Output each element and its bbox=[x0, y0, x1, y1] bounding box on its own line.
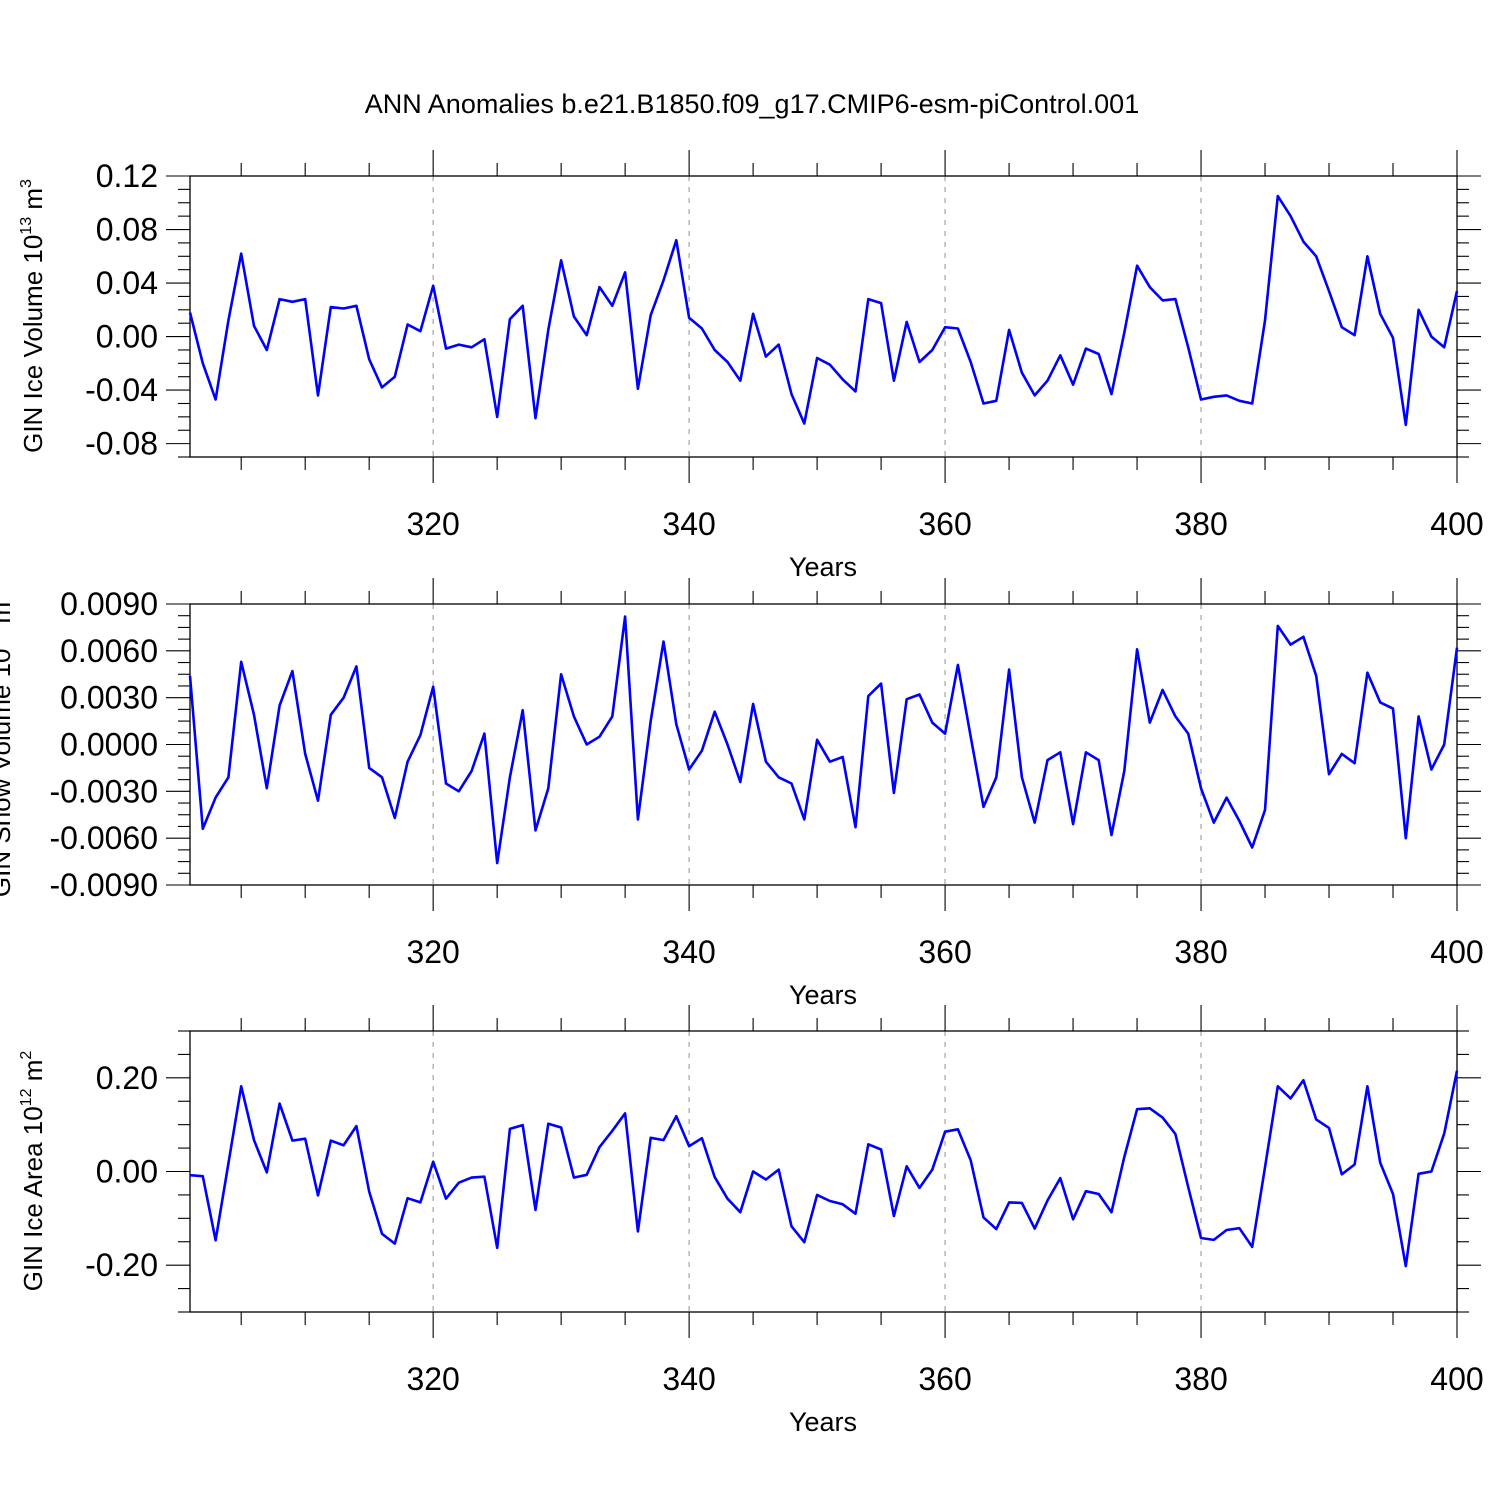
panel-ice-area: GIN Ice Area 1012 m2 Years 320 340 360 380 4… bbox=[18, 1005, 1484, 1437]
y-axis-label: GIN Ice Area 1012 m2 bbox=[18, 1051, 48, 1292]
x-axis-label: Years bbox=[789, 552, 857, 582]
series-line bbox=[188, 194, 1459, 427]
y-tick-label: -0.20 bbox=[85, 1247, 158, 1283]
y-tick-label: 0.00 bbox=[96, 319, 158, 355]
y-axis-label: GIN Ice Volume 1013 m3 bbox=[18, 179, 48, 453]
x-tick-label: 320 bbox=[406, 1361, 459, 1397]
plot-frame bbox=[189, 175, 1458, 458]
x-tick-label: 340 bbox=[662, 934, 715, 970]
y-tick-label: 0.0060 bbox=[60, 633, 158, 669]
y-tick-label: 0.04 bbox=[96, 265, 158, 301]
y-tick-label: 0.12 bbox=[96, 158, 158, 194]
y-tick-label: 0.20 bbox=[96, 1060, 158, 1096]
panel-snow-volume: GIN Snow Volume 1013 m3 Years 320 340 360 3… bbox=[0, 578, 1484, 1010]
y-tick-label: 0.0000 bbox=[60, 727, 158, 763]
x-tick-label: 360 bbox=[918, 934, 971, 970]
x-tick-label: 380 bbox=[1174, 506, 1227, 542]
x-tick-label: 380 bbox=[1174, 934, 1227, 970]
series-line bbox=[189, 1070, 1459, 1268]
y-tick-label: -0.0090 bbox=[49, 867, 158, 903]
x-axis-label: Years bbox=[789, 980, 857, 1010]
x-tick-label: 360 bbox=[918, 1361, 971, 1397]
y-axis-label: GIN Snow Volume 1013 m3 bbox=[0, 593, 16, 897]
y-tick-label: 0.00 bbox=[96, 1154, 158, 1190]
x-tick-label: 400 bbox=[1430, 934, 1483, 970]
x-tick-label: 380 bbox=[1174, 1361, 1227, 1397]
x-tick-label: 400 bbox=[1430, 506, 1483, 542]
y-tick-label: -0.0030 bbox=[49, 773, 158, 809]
figure-title: ANN Anomalies b.e21.B1850.f09_g17.CMIP6-… bbox=[365, 89, 1139, 119]
x-tick-label: 320 bbox=[406, 934, 459, 970]
plot-frame bbox=[189, 603, 1458, 886]
y-tick-label: 0.0030 bbox=[60, 680, 158, 716]
panel-ice-volume: GIN Ice Volume 1013 m3 Years 320 340 360 38… bbox=[18, 150, 1484, 582]
x-tick-label: 320 bbox=[406, 506, 459, 542]
x-axis-label: Years bbox=[789, 1407, 857, 1437]
y-tick-label: 0.0090 bbox=[60, 586, 158, 622]
y-tick-label: 0.08 bbox=[96, 212, 158, 248]
x-tick-label: 340 bbox=[662, 1361, 715, 1397]
x-tick-label: 400 bbox=[1430, 1361, 1483, 1397]
plot-frame bbox=[189, 1030, 1458, 1313]
y-tick-label: -0.04 bbox=[85, 372, 158, 408]
x-tick-label: 340 bbox=[662, 506, 715, 542]
y-tick-label: -0.08 bbox=[85, 426, 158, 462]
series-line bbox=[188, 615, 1459, 865]
y-tick-label: -0.0060 bbox=[49, 820, 158, 856]
x-tick-label: 360 bbox=[918, 506, 971, 542]
